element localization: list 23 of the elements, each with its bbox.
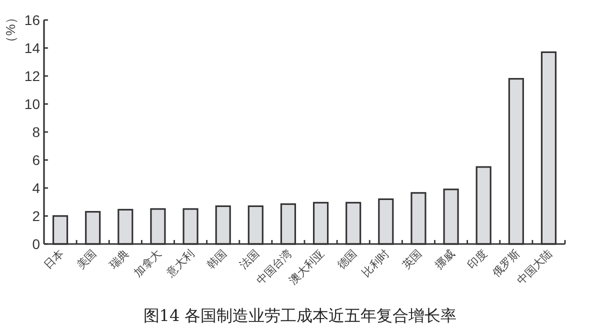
x-tick-label: 挪威 (432, 246, 458, 272)
x-tick-label: 英国 (400, 246, 425, 272)
y-tick-label: 2 (32, 208, 40, 224)
y-tick-label: 16 (24, 12, 40, 28)
y-tick-label: 0 (32, 236, 40, 252)
x-tick-label: 美国 (74, 246, 99, 272)
x-tick-label: 德国 (335, 248, 360, 272)
x-tick-label: 印度 (464, 246, 490, 272)
x-tick-label: 瑞典 (106, 246, 132, 272)
y-tick-label: 12 (24, 68, 40, 84)
x-tick-label: 意大利 (163, 246, 197, 280)
y-tick-label: 8 (32, 124, 40, 140)
x-tick-label: 法国 (237, 246, 262, 272)
y-tick-label: 6 (32, 152, 40, 168)
y-tick-label: 10 (24, 96, 40, 112)
x-tick-label: 加拿大 (132, 246, 164, 280)
x-tick-label: 比利时 (360, 246, 392, 280)
text: 图14 各国制造业劳工成本近五年复合增长率 (143, 306, 457, 325)
y-tick-label: 4 (32, 180, 40, 196)
x-tick-label: 韩国 (204, 246, 230, 272)
y-tick-label: 14 (24, 40, 40, 56)
y-axis-title: （%） (3, 11, 18, 49)
x-tick-label: 日本 (42, 246, 66, 272)
